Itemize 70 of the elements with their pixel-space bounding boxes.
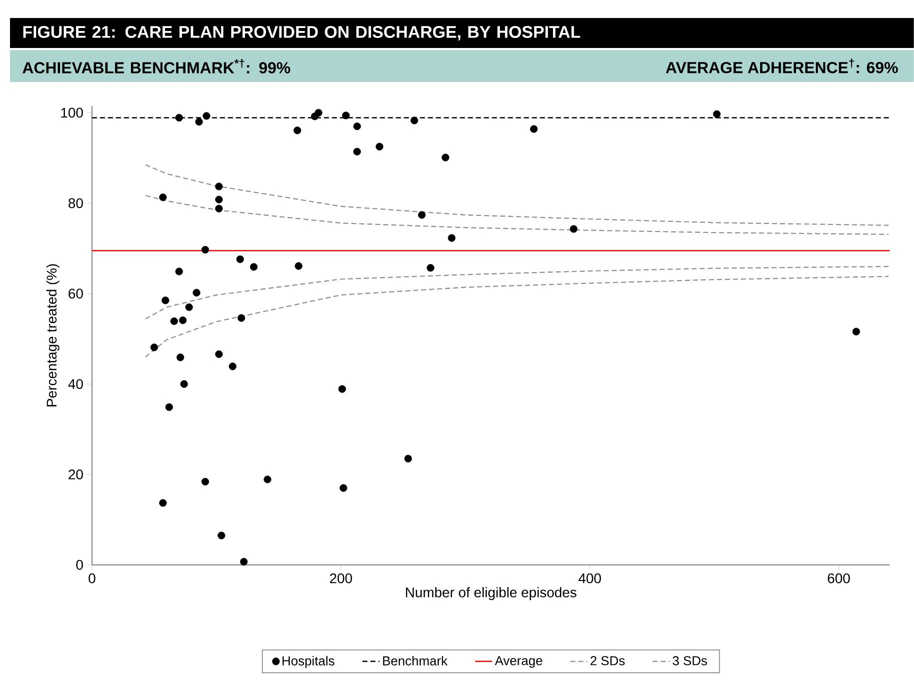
- legend-label: Hospitals: [282, 656, 334, 668]
- point: [530, 125, 538, 133]
- point: [238, 314, 246, 322]
- point: [175, 268, 183, 276]
- point: [852, 328, 860, 336]
- point: [159, 499, 167, 507]
- x-tick-label: 400: [578, 573, 601, 584]
- point: [195, 118, 203, 126]
- point: [150, 344, 158, 352]
- point: [240, 558, 248, 566]
- point: [448, 234, 456, 242]
- y-tick-label: 0: [76, 560, 83, 570]
- point: [342, 112, 350, 120]
- point: [215, 182, 223, 190]
- chart-subtitle: ACHIEVABLE BENCHMARK$^{*†}$: 99%: [22, 59, 290, 74]
- legend-label: Average: [494, 656, 542, 668]
- point: [236, 256, 244, 264]
- point: [162, 296, 170, 304]
- point: [176, 354, 184, 362]
- legend-label: 2 SDs: [590, 656, 625, 666]
- point: [404, 454, 412, 462]
- text: AVERAGE ADHERENCE$^{†}$: 69%: [666, 58, 898, 74]
- line-series: [144, 164, 890, 226]
- point: [215, 350, 223, 358]
- point: [215, 204, 223, 212]
- point: [192, 288, 200, 297]
- point: [175, 114, 183, 122]
- point: [338, 385, 346, 393]
- x-axis-title: Number of eligible episodes: [406, 587, 576, 600]
- point: [159, 194, 167, 202]
- x-tick-label: 200: [330, 573, 352, 584]
- point: [170, 317, 178, 326]
- point: [418, 211, 426, 219]
- y-tick-label: 100: [61, 108, 83, 118]
- point: [570, 225, 578, 233]
- point: [228, 362, 236, 370]
- point: [264, 476, 272, 484]
- point: [215, 196, 223, 204]
- point: [250, 263, 258, 271]
- line-series: [144, 276, 890, 358]
- point: [713, 110, 721, 118]
- line-series: [144, 266, 890, 320]
- x-tick-label: 600: [828, 573, 850, 584]
- y-tick-label: 20: [68, 470, 83, 480]
- point: [201, 246, 210, 254]
- point: [294, 126, 302, 134]
- point: [218, 532, 226, 540]
- point: [294, 262, 302, 270]
- chart-title: FIGURE 21: CARE PLAN PROVIDED ON DISCHARGE, BY HOSPITAL: [23, 26, 580, 40]
- point: [165, 403, 173, 411]
- point: [353, 148, 361, 156]
- point: [376, 142, 384, 151]
- point: [185, 303, 193, 312]
- point: [202, 112, 210, 120]
- x-tick-label: 0: [88, 573, 96, 584]
- point: [314, 109, 322, 117]
- point: [426, 264, 434, 272]
- legend-label: Benchmark: [383, 656, 448, 666]
- point: [353, 122, 361, 130]
- legend-label: 3 SDs: [672, 656, 708, 666]
- y-tick-label: 40: [68, 379, 83, 390]
- y-axis-title: Percentage treated (%): [46, 264, 60, 406]
- y-tick-label: 80: [68, 198, 83, 208]
- point: [442, 154, 450, 162]
- point: [180, 380, 188, 388]
- point: [410, 116, 418, 124]
- point: [179, 316, 187, 324]
- point: [340, 484, 348, 492]
- y-tick-label: 60: [68, 288, 83, 299]
- point: [201, 478, 210, 486]
